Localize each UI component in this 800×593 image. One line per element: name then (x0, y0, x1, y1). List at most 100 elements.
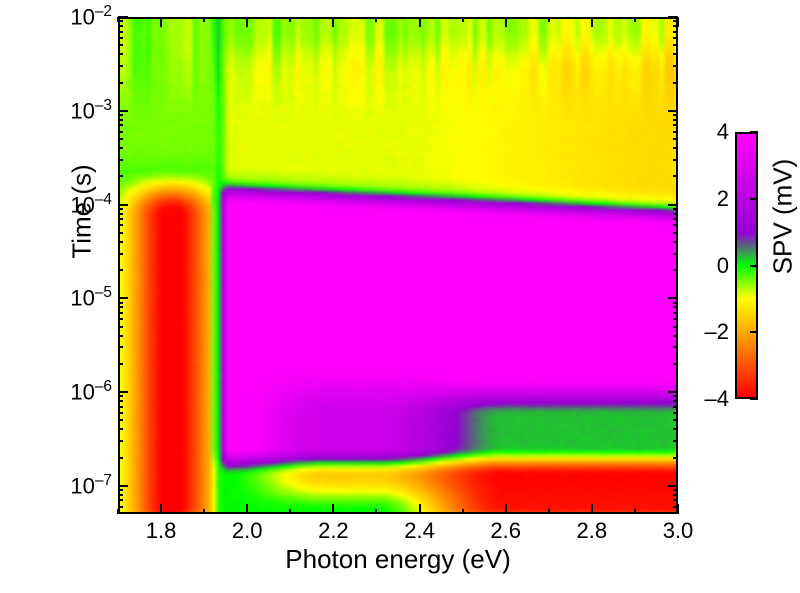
y-minor-tick (118, 218, 123, 220)
y-minor-tick (673, 335, 678, 337)
x-minor-tick (375, 17, 377, 22)
y-minor-tick (118, 506, 123, 508)
y-minor-tick (673, 82, 678, 84)
y-minor-tick (673, 37, 678, 39)
y-minor-tick (673, 241, 678, 243)
y-minor-tick (673, 363, 678, 365)
x-minor-tick (117, 509, 119, 514)
colorbar-tick-label: 0 (695, 253, 729, 279)
heatmap-canvas (118, 17, 678, 514)
colorbar-tick (750, 331, 758, 333)
x-tick-label: 3.0 (658, 518, 698, 544)
y-minor-tick (118, 457, 123, 459)
y-minor-tick (673, 159, 678, 161)
y-minor-tick (118, 363, 123, 365)
y-minor-tick (673, 44, 678, 46)
y-tick-label: 10–6 (52, 378, 112, 405)
axis-border-bottom (118, 512, 678, 514)
y-minor-tick (118, 326, 123, 328)
y-minor-tick (673, 175, 678, 177)
y-minor-tick (118, 269, 123, 271)
y-minor-tick (673, 119, 678, 121)
x-major-tick (332, 504, 334, 514)
x-major-tick (160, 17, 162, 27)
y-major-tick (118, 391, 128, 393)
y-major-tick (668, 485, 678, 487)
y-minor-tick (118, 213, 123, 215)
y-minor-tick (118, 406, 123, 408)
y-tick-label: 10–3 (52, 97, 112, 124)
y-major-tick (668, 16, 678, 18)
y-minor-tick (673, 131, 678, 133)
y-minor-tick (673, 457, 678, 459)
y-minor-tick (118, 25, 123, 27)
y-minor-tick (673, 326, 678, 328)
y-minor-tick (673, 208, 678, 210)
y-minor-tick (118, 147, 123, 149)
y-major-tick (668, 391, 678, 393)
y-minor-tick (118, 312, 123, 314)
x-major-tick (419, 504, 421, 514)
y-major-tick (118, 297, 128, 299)
y-minor-tick (673, 114, 678, 116)
y-axis-label: Time (s) (67, 141, 98, 281)
x-major-tick (332, 17, 334, 27)
y-tick-label: 10–2 (52, 3, 112, 30)
x-tick-label: 1.8 (141, 518, 181, 544)
y-minor-tick (118, 31, 123, 33)
x-minor-tick (203, 17, 205, 22)
colorbar-tick-label: –4 (695, 386, 729, 412)
y-major-tick (668, 297, 678, 299)
y-major-tick (668, 110, 678, 112)
x-minor-tick (289, 17, 291, 22)
y-minor-tick (118, 82, 123, 84)
colorbar-tick (750, 131, 758, 133)
x-major-tick (246, 504, 248, 514)
y-minor-tick (118, 208, 123, 210)
y-minor-tick (673, 124, 678, 126)
x-minor-tick (462, 509, 464, 514)
y-minor-tick (118, 138, 123, 140)
y-minor-tick (118, 335, 123, 337)
y-major-tick (118, 485, 128, 487)
x-tick-label: 2.6 (486, 518, 526, 544)
y-minor-tick (673, 312, 678, 314)
x-major-tick (505, 17, 507, 27)
x-tick-label: 2.8 (572, 518, 612, 544)
y-minor-tick (118, 114, 123, 116)
y-minor-tick (118, 412, 123, 414)
y-minor-tick (673, 506, 678, 508)
x-minor-tick (375, 509, 377, 514)
y-minor-tick (673, 346, 678, 348)
x-axis-label: Photon energy (eV) (118, 544, 678, 575)
y-minor-tick (118, 241, 123, 243)
y-minor-tick (673, 53, 678, 55)
y-minor-tick (673, 440, 678, 442)
y-minor-tick (118, 440, 123, 442)
x-major-tick (246, 17, 248, 27)
x-major-tick (591, 504, 593, 514)
x-minor-tick (289, 509, 291, 514)
axis-border-top (118, 17, 678, 19)
y-major-tick (118, 110, 128, 112)
y-major-tick (118, 204, 128, 206)
y-minor-tick (673, 302, 678, 304)
x-tick-label: 2.0 (227, 518, 267, 544)
x-major-tick (505, 504, 507, 514)
y-minor-tick (118, 44, 123, 46)
colorbar-tick (750, 198, 758, 200)
y-minor-tick (673, 406, 678, 408)
y-minor-tick (118, 53, 123, 55)
x-minor-tick (462, 17, 464, 22)
y-minor-tick (118, 20, 123, 22)
y-minor-tick (673, 489, 678, 491)
y-minor-tick (673, 31, 678, 33)
y-minor-tick (118, 65, 123, 67)
x-major-tick (591, 17, 593, 27)
y-tick-label: 10–7 (52, 472, 112, 499)
y-minor-tick (673, 494, 678, 496)
y-minor-tick (673, 20, 678, 22)
y-minor-tick (118, 489, 123, 491)
y-minor-tick (673, 395, 678, 397)
y-minor-tick (673, 269, 678, 271)
